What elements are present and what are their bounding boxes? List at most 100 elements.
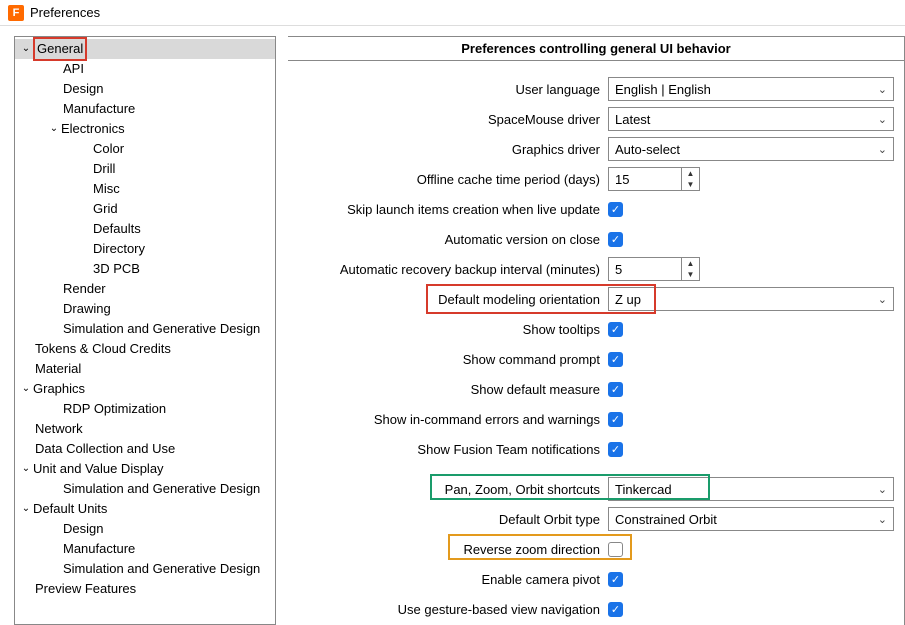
tree-item-tokens[interactable]: Tokens & Cloud Credits — [15, 339, 275, 359]
row-cache-time: Offline cache time period (days) 15▲▼ — [288, 165, 894, 193]
spinner-down-icon[interactable]: ▼ — [682, 179, 699, 190]
settings-form: User language English | English⌄ SpaceMo… — [288, 61, 904, 623]
chevron-down-icon: ⌄ — [878, 513, 887, 526]
chevron-down-icon: ⌄ — [878, 483, 887, 496]
titlebar: F Preferences — [0, 0, 905, 26]
content-heading: Preferences controlling general UI behav… — [288, 37, 904, 61]
label-tooltips: Show tooltips — [288, 322, 608, 337]
tree-item-simgen3[interactable]: Simulation and Generative Design — [15, 559, 275, 579]
spinner-up-icon[interactable]: ▲ — [682, 168, 699, 179]
tree-item-defaults[interactable]: Defaults — [15, 219, 275, 239]
checkbox-cmd-prompt[interactable]: ✓ — [608, 352, 623, 367]
label-def-measure: Show default measure — [288, 382, 608, 397]
select-orbit-type[interactable]: Constrained Orbit⌄ — [608, 507, 894, 531]
tree-item-network[interactable]: Network — [15, 419, 275, 439]
row-orientation: Default modeling orientation Z up⌄ — [288, 285, 894, 313]
label-spacemouse: SpaceMouse driver — [288, 112, 608, 127]
chevron-down-icon[interactable]: ⌄ — [47, 119, 61, 139]
label-cache-time: Offline cache time period (days) — [288, 172, 608, 187]
row-recovery-interval: Automatic recovery backup interval (minu… — [288, 255, 894, 283]
select-orientation[interactable]: Z up⌄ — [608, 287, 894, 311]
tree-item-material[interactable]: Material — [15, 359, 275, 379]
checkbox-in-cmd-errors[interactable]: ✓ — [608, 412, 623, 427]
spinner-up-icon[interactable]: ▲ — [682, 258, 699, 269]
chevron-down-icon[interactable]: ⌄ — [19, 39, 33, 59]
checkbox-team-notif[interactable]: ✓ — [608, 442, 623, 457]
label-shortcuts: Pan, Zoom, Orbit shortcuts — [288, 482, 608, 497]
preferences-tree[interactable]: ⌄ General API Design Manufacture ⌄Electr… — [14, 36, 276, 625]
select-user-language[interactable]: English | English⌄ — [608, 77, 894, 101]
tree-item-drawing[interactable]: Drawing — [15, 299, 275, 319]
label-skip-launch: Skip launch items creation when live upd… — [288, 202, 608, 217]
row-in-cmd-errors: Show in-command errors and warnings ✓ — [288, 405, 894, 433]
row-team-notif: Show Fusion Team notifications ✓ — [288, 435, 894, 463]
checkbox-def-measure[interactable]: ✓ — [608, 382, 623, 397]
label-cmd-prompt: Show command prompt — [288, 352, 608, 367]
label-orientation: Default modeling orientation — [288, 292, 608, 307]
checkbox-camera-pivot[interactable]: ✓ — [608, 572, 623, 587]
label-reverse-zoom: Reverse zoom direction — [288, 542, 608, 557]
tree-item-defunits[interactable]: ⌄Default Units — [15, 499, 275, 519]
row-camera-pivot: Enable camera pivot ✓ — [288, 565, 894, 593]
tree-label: General — [37, 41, 83, 56]
tree-item-rdp[interactable]: RDP Optimization — [15, 399, 275, 419]
checkbox-gesture-nav[interactable]: ✓ — [608, 602, 623, 617]
tree-item-directory[interactable]: Directory — [15, 239, 275, 259]
tree-item-graphics[interactable]: ⌄Graphics — [15, 379, 275, 399]
select-shortcuts[interactable]: Tinkercad⌄ — [608, 477, 894, 501]
tree-item-manufacture2[interactable]: Manufacture — [15, 539, 275, 559]
row-gesture-nav: Use gesture-based view navigation ✓ — [288, 595, 894, 623]
tree-item-manufacture[interactable]: Manufacture — [15, 99, 275, 119]
chevron-down-icon: ⌄ — [878, 293, 887, 306]
tree-item-drill[interactable]: Drill — [15, 159, 275, 179]
tree-item-electronics[interactable]: ⌄Electronics — [15, 119, 275, 139]
checkbox-reverse-zoom[interactable] — [608, 542, 623, 557]
tree-item-misc[interactable]: Misc — [15, 179, 275, 199]
row-tooltips: Show tooltips ✓ — [288, 315, 894, 343]
content-panel: Preferences controlling general UI behav… — [288, 36, 905, 625]
chevron-down-icon[interactable]: ⌄ — [19, 379, 33, 399]
checkbox-tooltips[interactable]: ✓ — [608, 322, 623, 337]
chevron-down-icon: ⌄ — [878, 143, 887, 156]
row-orbit-type: Default Orbit type Constrained Orbit⌄ — [288, 505, 894, 533]
label-recovery-interval: Automatic recovery backup interval (minu… — [288, 262, 608, 277]
tree-item-datacoll[interactable]: Data Collection and Use — [15, 439, 275, 459]
tree-item-grid[interactable]: Grid — [15, 199, 275, 219]
tree-item-color[interactable]: Color — [15, 139, 275, 159]
label-in-cmd-errors: Show in-command errors and warnings — [288, 412, 608, 427]
spinner-recovery-interval[interactable]: 5▲▼ — [608, 257, 700, 281]
label-camera-pivot: Enable camera pivot — [288, 572, 608, 587]
chevron-down-icon[interactable]: ⌄ — [19, 499, 33, 519]
tree-item-unitval[interactable]: ⌄Unit and Value Display — [15, 459, 275, 479]
tree-item-simgen[interactable]: Simulation and Generative Design — [15, 319, 275, 339]
window-title: Preferences — [30, 5, 100, 20]
tree-item-simgen2[interactable]: Simulation and Generative Design — [15, 479, 275, 499]
label-user-language: User language — [288, 82, 608, 97]
tree-item-design[interactable]: Design — [15, 79, 275, 99]
checkbox-skip-launch[interactable]: ✓ — [608, 202, 623, 217]
row-graphics-driver: Graphics driver Auto-select⌄ — [288, 135, 894, 163]
label-gesture-nav: Use gesture-based view navigation — [288, 602, 608, 617]
spinner-down-icon[interactable]: ▼ — [682, 269, 699, 280]
chevron-down-icon: ⌄ — [878, 113, 887, 126]
tree-item-3dpcb[interactable]: 3D PCB — [15, 259, 275, 279]
select-spacemouse[interactable]: Latest⌄ — [608, 107, 894, 131]
checkbox-auto-version[interactable]: ✓ — [608, 232, 623, 247]
tree-item-render[interactable]: Render — [15, 279, 275, 299]
chevron-down-icon[interactable]: ⌄ — [19, 459, 33, 479]
tree-item-general[interactable]: ⌄ General — [15, 39, 275, 59]
main-area: ⌄ General API Design Manufacture ⌄Electr… — [0, 26, 905, 625]
row-auto-version: Automatic version on close ✓ — [288, 225, 894, 253]
row-user-language: User language English | English⌄ — [288, 75, 894, 103]
spinner-cache-time[interactable]: 15▲▼ — [608, 167, 700, 191]
select-graphics-driver[interactable]: Auto-select⌄ — [608, 137, 894, 161]
row-reverse-zoom: Reverse zoom direction — [288, 535, 894, 563]
tree-item-preview[interactable]: Preview Features — [15, 579, 275, 599]
tree-item-design2[interactable]: Design — [15, 519, 275, 539]
tree-item-api[interactable]: API — [15, 59, 275, 79]
label-team-notif: Show Fusion Team notifications — [288, 442, 608, 457]
chevron-down-icon: ⌄ — [878, 83, 887, 96]
label-orbit-type: Default Orbit type — [288, 512, 608, 527]
app-icon: F — [8, 5, 24, 21]
row-spacemouse: SpaceMouse driver Latest⌄ — [288, 105, 894, 133]
